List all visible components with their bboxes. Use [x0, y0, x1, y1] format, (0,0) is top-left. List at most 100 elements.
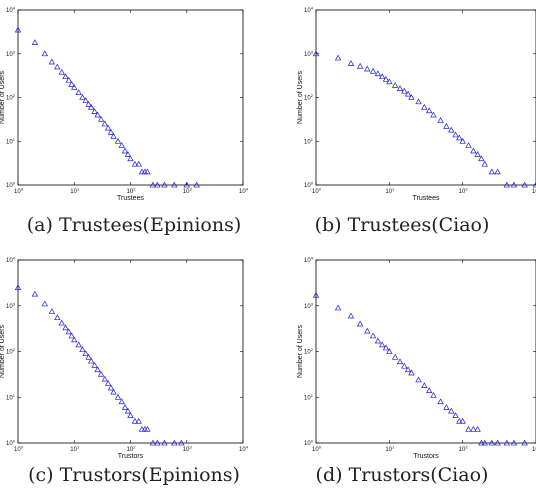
- x-tick-label: 102: [127, 445, 137, 454]
- data-point: [396, 358, 404, 365]
- data-point: [478, 439, 485, 446]
- x-tick-label-exponent: 1: [77, 187, 80, 192]
- data-point: [91, 108, 98, 114]
- data-point: [510, 439, 518, 446]
- y-tick-label: 104: [304, 6, 314, 15]
- data-point: [386, 78, 393, 85]
- data-point: [401, 87, 408, 94]
- data-point: [131, 160, 139, 167]
- x-tick-label: 103: [183, 445, 193, 454]
- data-point: [107, 384, 115, 391]
- data-point: [470, 147, 477, 154]
- data-point: [62, 324, 69, 331]
- data-point: [87, 103, 95, 110]
- x-tick-label: 101: [385, 445, 395, 454]
- data-point: [41, 50, 49, 57]
- x-tick-label-exponent: 3: [189, 187, 192, 192]
- data-point: [71, 336, 78, 343]
- data-point: [437, 117, 444, 123]
- data-point: [382, 76, 390, 82]
- x-tick-label-exponent: 4: [246, 445, 249, 450]
- data-point: [474, 151, 481, 157]
- data-point: [62, 73, 69, 80]
- x-tick-label-exponent: 2: [465, 445, 468, 450]
- data-point: [391, 81, 399, 88]
- y-tick-label: 100: [6, 439, 16, 448]
- y-tick-label: 102: [304, 347, 314, 356]
- x-axis-label: Trustees: [117, 195, 144, 202]
- plot-frame: [315, 259, 536, 444]
- data-point: [452, 131, 459, 138]
- data-point: [448, 407, 455, 414]
- y-tick-label: 100: [304, 181, 314, 190]
- data-point: [161, 181, 168, 188]
- data-point: [124, 151, 132, 157]
- data-point: [171, 439, 178, 446]
- x-tick-label-exponent: 0: [21, 445, 24, 450]
- data-point: [465, 142, 472, 148]
- data-point: [41, 300, 49, 307]
- data-point: [127, 155, 134, 162]
- x-tick-label: 103: [183, 187, 193, 196]
- y-tick-label: 101: [304, 137, 314, 146]
- data-point: [154, 181, 161, 188]
- data-point: [470, 425, 477, 432]
- data-point: [154, 439, 161, 446]
- x-tick-label: 104: [239, 445, 249, 454]
- data-point: [404, 366, 412, 373]
- data-point: [178, 439, 185, 446]
- data-point: [443, 122, 450, 129]
- data-point: [459, 417, 466, 424]
- data-point: [58, 68, 65, 75]
- y-axis-label: Number of Users: [297, 325, 304, 378]
- y-tick-label-exponent: 2: [311, 93, 314, 98]
- y-tick-label-exponent: 0: [13, 181, 16, 186]
- data-point: [82, 350, 89, 357]
- x-axis-label: Trustors: [118, 453, 144, 460]
- x-tick-label: 101: [70, 187, 80, 196]
- data-point: [369, 332, 377, 339]
- data-point: [481, 439, 488, 446]
- x-tick-label-exponent: 1: [77, 445, 80, 450]
- data-point: [474, 425, 481, 432]
- data-point: [65, 328, 72, 335]
- data-point: [347, 312, 355, 319]
- y-tick-label-exponent: 4: [13, 256, 16, 261]
- x-tick-label-exponent: 0: [319, 445, 322, 450]
- data-point: [426, 387, 433, 393]
- y-tick-label-exponent: 2: [311, 347, 314, 352]
- data-point: [94, 366, 101, 373]
- data-point: [75, 341, 82, 348]
- y-tick-label-exponent: 4: [13, 6, 16, 11]
- y-tick-label: 103: [6, 49, 16, 58]
- data-point: [110, 388, 117, 395]
- data-point: [401, 362, 408, 369]
- x-tick-label-exponent: 0: [21, 187, 24, 192]
- data-point: [118, 142, 125, 148]
- data-point: [356, 62, 364, 69]
- x-tick-label: 100: [14, 187, 24, 196]
- data-point: [488, 439, 496, 446]
- data-point: [48, 308, 56, 314]
- data-point: [31, 290, 39, 297]
- data-point: [430, 111, 437, 118]
- data-point: [452, 412, 459, 418]
- x-tick-label: 103: [532, 445, 536, 454]
- y-tick-label-exponent: 0: [311, 439, 314, 444]
- y-tick-label: 104: [304, 256, 314, 265]
- data-point: [521, 439, 528, 446]
- x-tick-label-exponent: 1: [392, 187, 395, 192]
- y-tick-label: 100: [304, 439, 314, 448]
- data-point: [82, 97, 89, 104]
- data-point: [121, 404, 129, 410]
- data-point: [448, 126, 455, 133]
- data-point: [149, 181, 157, 188]
- data-point: [374, 70, 382, 77]
- data-point: [135, 160, 142, 167]
- data-point: [382, 344, 390, 351]
- plot-frame: [315, 9, 536, 186]
- data-point: [161, 439, 168, 446]
- data-point: [494, 439, 501, 446]
- y-tick-label: 102: [6, 93, 16, 102]
- data-point: [374, 337, 382, 344]
